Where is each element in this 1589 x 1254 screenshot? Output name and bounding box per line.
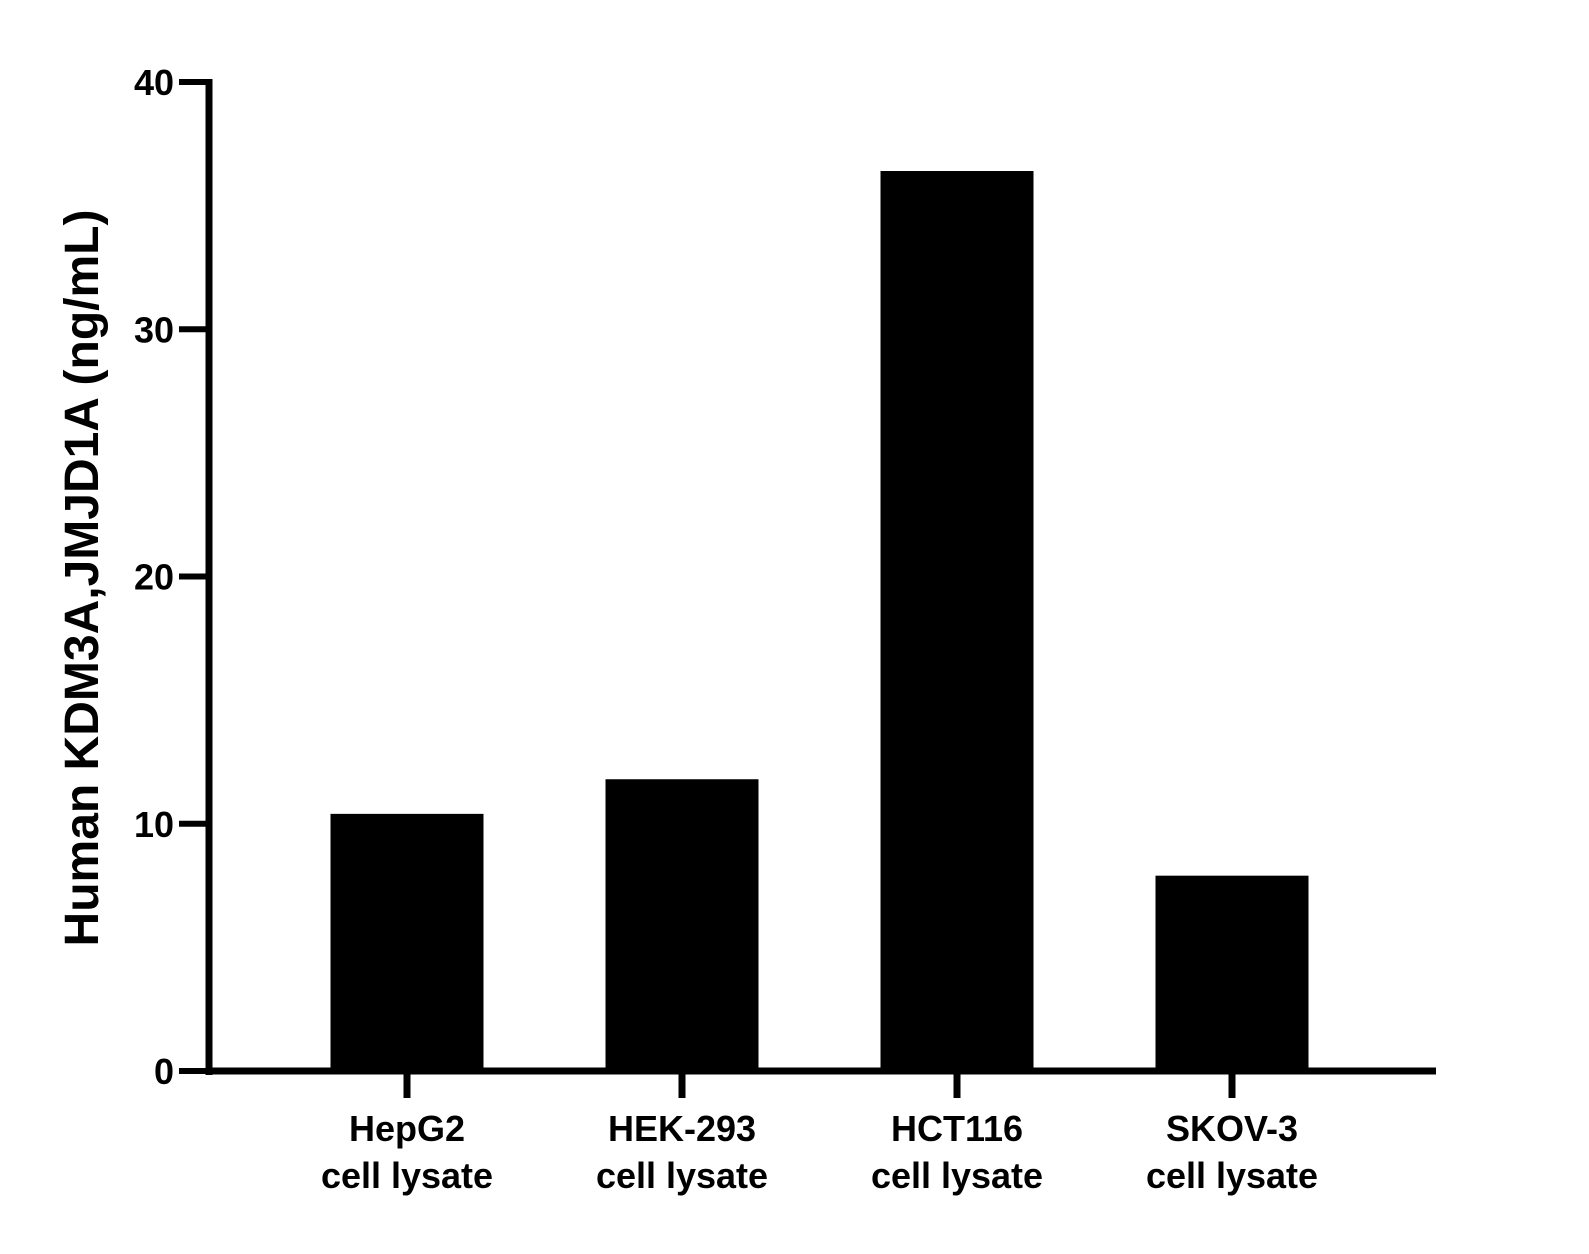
y-axis-title: Human KDM3A,JMJD1A (ng/mL): [56, 210, 109, 947]
bar-1: [605, 779, 759, 1071]
x-tick-label: HCT116: [891, 1108, 1023, 1149]
x-tick-label: cell lysate: [596, 1155, 768, 1196]
x-tick-label: cell lysate: [871, 1155, 1043, 1196]
x-tick-label: HEK-293: [608, 1108, 756, 1149]
y-tick-label: 0: [154, 1051, 174, 1092]
x-tick-label: cell lysate: [1146, 1155, 1318, 1196]
bar-0: [330, 813, 484, 1071]
bar-3: [1155, 875, 1309, 1071]
x-tick-label: HepG2: [349, 1108, 465, 1149]
y-tick-label: 40: [134, 62, 174, 103]
y-tick-label: 30: [134, 309, 174, 350]
bar-2: [880, 171, 1034, 1071]
y-tick-label: 10: [134, 804, 174, 845]
x-tick-label: SKOV-3: [1166, 1108, 1298, 1149]
x-tick-label: cell lysate: [321, 1155, 493, 1196]
y-tick-label: 20: [134, 557, 174, 598]
